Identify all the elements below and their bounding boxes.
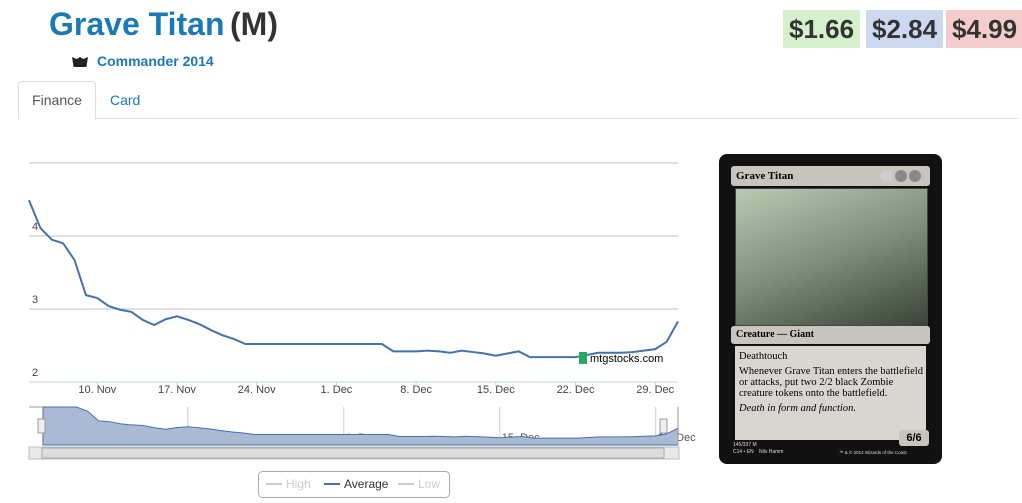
mana-cost [881,170,923,182]
type-line: Creature — Giant [736,329,814,340]
x-tick-label: 29. Dec [636,384,674,396]
power-toughness: 6/6 [899,430,929,446]
text-box [735,346,926,440]
tab-card[interactable]: Card [110,92,141,108]
watermark: mtgstocks.com [590,353,663,365]
collector: 145/337 M [733,442,757,448]
y-tick-label: 3 [32,294,38,306]
price-low: $1.66 [783,10,861,48]
ability: Deathtouch [739,351,788,362]
x-tick-label: 10. Nov [78,384,116,396]
copyright: ™ & © 2014 Wizards of the Coast [839,450,907,455]
artist: Nils Hamm [759,449,784,455]
legend-box [258,471,450,498]
x-tick-label: 17. Nov [158,384,196,396]
nav-handle[interactable] [37,418,46,434]
x-tick-label: 8. Dec [400,384,432,396]
price-line [28,199,679,359]
x-tick-label: 22. Dec [557,384,595,396]
tab-finance[interactable]: Finance [18,81,96,120]
flavor: Death in form and function. [739,403,856,414]
legend-entry[interactable]: High [286,477,311,491]
y-tick-label: 2 [32,367,38,379]
card-name: Grave Titan [736,170,794,182]
x-tick-label: 15. Dec [477,384,515,396]
y-tick-label: 4 [32,221,38,233]
tab-rule [18,118,1018,119]
ability: Whenever Grave Titan enters the battlefi… [739,366,923,399]
set-icon [72,57,88,67]
navigator-area [42,406,679,446]
x-tick-label: 1. Dec [321,384,353,396]
scrollbar-thumb[interactable] [41,447,665,459]
nav-handle[interactable] [659,418,668,434]
card-image: Grave Titan Creature — Giant Deathtouch … [719,154,942,464]
watermark-icon [579,352,587,364]
rarity: (M) [230,6,278,42]
rules-text: Deathtouch Whenever Grave Titan enters t… [739,351,923,414]
x-tick-label: 24. Nov [238,384,276,396]
type-bar [731,326,930,344]
legend-entry[interactable]: Low [418,477,440,491]
card-name-bar [731,166,930,186]
price-high: $4.99 [946,10,1022,48]
set-lang: C14 • EN [733,449,754,455]
card-title[interactable]: Grave Titan [49,6,225,42]
card-art [735,188,928,326]
price-avg: $2.84 [866,10,944,48]
legend-entry[interactable]: Average [344,477,389,491]
set-link[interactable]: Commander 2014 [97,53,214,69]
